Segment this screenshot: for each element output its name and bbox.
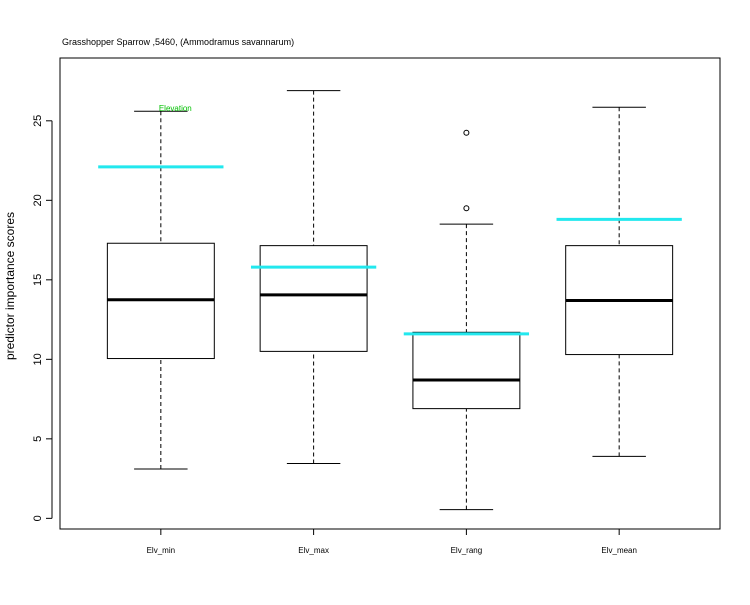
box bbox=[259, 245, 368, 352]
plot-frame bbox=[59, 57, 721, 530]
y-tick-label: 20 bbox=[32, 194, 44, 206]
x-tick-label: Elv_max bbox=[298, 546, 329, 555]
chart-title: Grasshopper Sparrow ,5460, (Ammodramus s… bbox=[62, 37, 294, 47]
y-tick-label: 25 bbox=[32, 115, 44, 127]
x-tick-label: Elv_min bbox=[147, 546, 175, 555]
y-tick-label: 15 bbox=[32, 274, 44, 286]
outlier bbox=[463, 129, 470, 136]
annotation: Elevation bbox=[159, 104, 192, 113]
y-tick-label: 5 bbox=[32, 436, 44, 442]
x-tick-label: Elv_mean bbox=[601, 546, 637, 555]
y-tick-label: 0 bbox=[32, 515, 44, 521]
box bbox=[412, 331, 521, 410]
x-tick-label: Elv_rang bbox=[451, 546, 483, 555]
y-tick-label: 10 bbox=[32, 353, 44, 365]
y-axis-label: predictor importance scores bbox=[3, 212, 17, 360]
outlier bbox=[463, 205, 470, 212]
